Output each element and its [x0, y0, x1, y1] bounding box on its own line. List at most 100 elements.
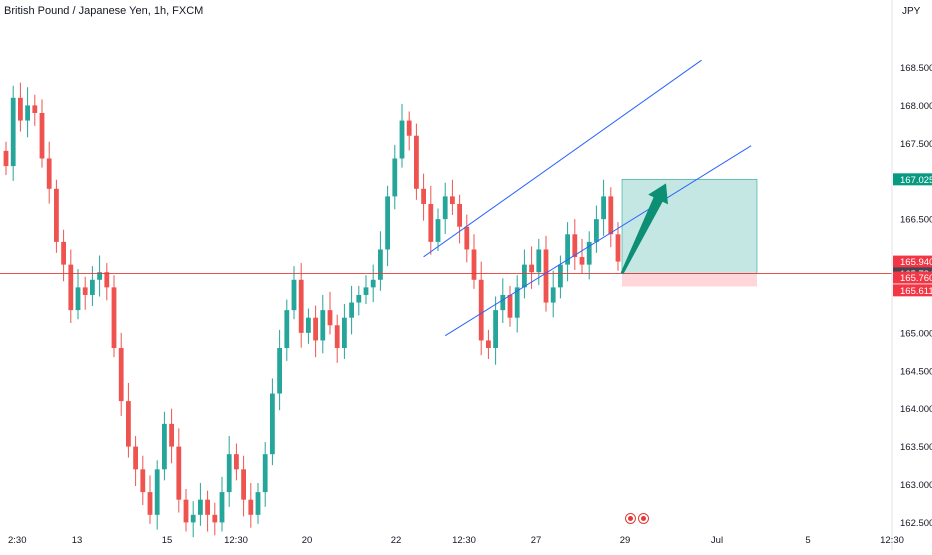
x-tick-label: 5	[805, 535, 810, 546]
event-marker-icon[interactable]	[625, 513, 636, 524]
candle	[270, 393, 275, 455]
drawings-layer	[0, 59, 892, 337]
candle	[154, 469, 160, 515]
candle	[90, 279, 95, 295]
target-price-badge-bg	[893, 173, 932, 186]
x-tick-label: 13	[72, 535, 83, 546]
candle	[104, 272, 110, 288]
candle	[392, 158, 398, 197]
candle	[68, 264, 74, 311]
currency-label: JPY	[902, 6, 921, 17]
candle	[572, 234, 578, 258]
candle	[378, 249, 383, 280]
x-tick-label: 12:30	[452, 535, 476, 546]
stop-top-price-badge-bg	[893, 271, 932, 284]
candle	[349, 302, 354, 318]
x-tick-label: 27	[531, 535, 542, 546]
candle	[313, 317, 318, 341]
candle	[529, 264, 534, 273]
candle	[601, 196, 606, 220]
x-tick-label: Jul	[711, 535, 723, 546]
candle	[615, 234, 621, 262]
candle	[183, 499, 189, 523]
candle	[118, 348, 124, 402]
y-tick-label: 168.500	[900, 63, 932, 74]
candle	[162, 423, 167, 470]
stop-price-badge-bg	[893, 284, 932, 297]
channel-lower-line	[444, 145, 752, 337]
chart-title: British Pound / Japanese Yen, 1h, FXCM	[4, 5, 204, 17]
candle	[594, 219, 599, 242]
candle	[370, 279, 376, 288]
candle	[320, 310, 326, 341]
candle	[198, 499, 203, 515]
candle	[522, 264, 527, 288]
loss-zone	[622, 273, 757, 287]
candle	[457, 203, 462, 227]
candle	[133, 446, 138, 470]
y-tick-label: 168.000	[900, 101, 932, 112]
candle	[147, 492, 153, 515]
candle	[435, 219, 441, 242]
candle	[140, 469, 146, 493]
candle	[385, 196, 390, 250]
candle	[248, 499, 254, 515]
candle	[342, 317, 347, 349]
candle	[428, 203, 434, 242]
candle	[25, 105, 30, 121]
candle	[334, 325, 340, 349]
target-price-badge: 167.025	[900, 175, 932, 186]
candle	[356, 294, 362, 303]
y-tick-label: 163.000	[900, 480, 932, 491]
y-tick-label: 165.000	[900, 328, 932, 339]
time-axis: 2:30 13 15 12:30 20 22 12:30 27 29 Jul 5 12:30	[8, 535, 904, 546]
candle	[536, 249, 542, 273]
candle	[46, 158, 52, 189]
y-tick-label: 163.500	[900, 442, 932, 453]
candle	[608, 196, 614, 235]
candle	[18, 97, 23, 121]
x-tick-label: 15	[162, 535, 173, 546]
candle	[255, 492, 261, 515]
candle	[169, 423, 174, 447]
x-tick-label: 12:30	[224, 535, 248, 546]
candles-layer	[3, 82, 621, 538]
current-price-badge: 165.940	[900, 257, 932, 268]
candle	[306, 317, 311, 333]
candle	[399, 120, 405, 159]
channel-upper-line	[423, 59, 702, 258]
candle	[75, 287, 81, 311]
event-marker-icon[interactable]	[638, 513, 649, 524]
candle	[327, 310, 333, 326]
candle	[291, 279, 297, 311]
candle	[10, 97, 16, 167]
candle	[277, 348, 282, 394]
candle	[284, 310, 290, 349]
candle	[450, 196, 455, 204]
y-tick-label: 162.500	[900, 518, 932, 529]
candle	[111, 287, 117, 349]
candle	[464, 226, 470, 250]
y-tick-label: 166.500	[900, 215, 932, 226]
x-tick-label: 2:30	[8, 535, 27, 546]
y-tick-label: 164.500	[900, 366, 932, 377]
candle	[558, 264, 563, 288]
x-tick-label: 12:30	[880, 535, 904, 546]
candle	[442, 196, 448, 220]
candle	[500, 294, 506, 311]
candle	[486, 340, 491, 349]
candle	[219, 492, 225, 523]
candle	[478, 279, 484, 341]
x-tick-label: 22	[391, 535, 402, 546]
candle	[3, 150, 9, 167]
candle	[586, 241, 592, 265]
candle	[550, 287, 556, 303]
stop-top-price-badge: 165.760	[900, 273, 932, 284]
candle	[234, 454, 239, 470]
candle	[471, 249, 477, 280]
candle	[39, 112, 45, 159]
candle	[507, 294, 513, 318]
